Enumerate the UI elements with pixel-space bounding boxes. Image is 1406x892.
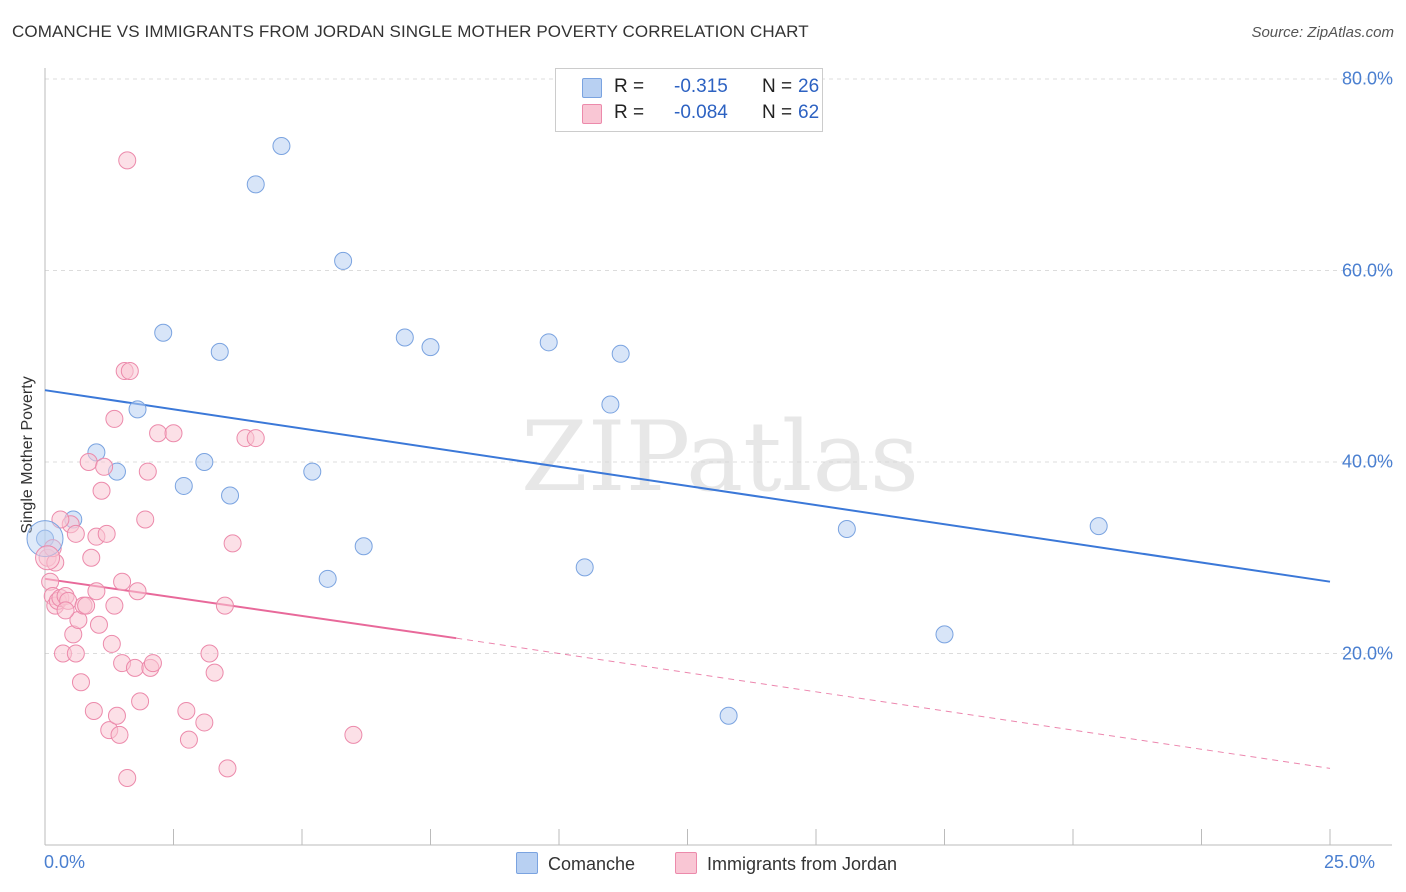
jordan-point xyxy=(118,768,137,787)
comanche-legend-label: Comanche xyxy=(548,854,636,874)
jordan-point xyxy=(179,730,198,749)
comanche-n-value: 26 xyxy=(798,76,820,97)
jordan-point xyxy=(218,759,237,778)
comanche-point xyxy=(174,476,193,495)
jordan-point xyxy=(344,725,363,744)
jordan-point xyxy=(118,151,137,170)
n-label: N = xyxy=(762,76,793,97)
jordan-point xyxy=(177,701,196,720)
trend-line-jordan xyxy=(44,577,457,640)
y-tick-label-80: 80.0% xyxy=(1341,68,1393,89)
jordan-n-value: 62 xyxy=(798,102,820,123)
jordan-point xyxy=(136,510,155,529)
comanche-point xyxy=(395,328,414,347)
comanche-point xyxy=(421,338,440,357)
comanche-point xyxy=(1089,517,1108,536)
comanche-point xyxy=(318,569,337,588)
chart-title: COMANCHE VS IMMIGRANTS FROM JORDAN SINGL… xyxy=(12,22,809,41)
comanche-point xyxy=(611,344,630,363)
jordan-point xyxy=(84,701,103,720)
jordan-point xyxy=(164,424,183,443)
y-tick-label-60: 60.0% xyxy=(1341,260,1393,280)
comanche-r-value: -0.315 xyxy=(674,76,728,97)
bottom-legend-jordan: Immigrants from Jordan xyxy=(675,852,897,875)
jordan-point xyxy=(102,634,121,653)
jordan-point xyxy=(138,462,157,481)
jordan-point xyxy=(105,596,124,615)
comanche-point xyxy=(210,342,229,361)
jordan-point xyxy=(71,673,90,692)
comanche-point xyxy=(195,453,214,471)
r-label: R = xyxy=(614,102,645,123)
y-tick-label-20: 20.0% xyxy=(1341,643,1393,663)
jordan-point xyxy=(105,409,124,428)
jordan-point xyxy=(51,510,70,529)
gridlines xyxy=(45,78,1392,654)
jordan-point xyxy=(200,644,219,663)
comanche-point xyxy=(154,323,173,342)
jordan-point xyxy=(195,713,214,732)
jordan-point-large xyxy=(35,545,61,571)
jordan-point xyxy=(128,582,147,601)
jordan-point xyxy=(120,362,139,381)
bottom-legend-comanche: Comanche xyxy=(516,852,635,875)
jordan-legend-swatch xyxy=(675,852,697,874)
jordan-point xyxy=(110,725,129,744)
comanche-swatch xyxy=(582,78,602,98)
y-tick-label-40: 40.0% xyxy=(1341,451,1393,472)
jordan-point xyxy=(143,654,162,673)
comanche-point xyxy=(935,625,954,644)
jordan-swatch xyxy=(582,104,602,124)
jordan-point xyxy=(223,534,242,553)
jordan-point xyxy=(95,457,114,476)
watermark: ZIPatlas xyxy=(521,401,919,513)
comanche-point xyxy=(303,462,322,481)
comanche-point xyxy=(601,395,620,414)
jordan-point xyxy=(92,481,111,500)
jordan-point xyxy=(79,453,98,471)
jordan-point xyxy=(149,424,168,443)
jordan-point xyxy=(82,548,101,567)
jordan-legend-label: Immigrants from Jordan xyxy=(707,854,898,874)
comanche-point xyxy=(272,137,291,156)
comanche-point xyxy=(837,520,856,539)
comanche-point xyxy=(128,400,147,419)
jordan-point xyxy=(113,572,132,591)
source-credit: Source: ZipAtlas.com xyxy=(1251,24,1394,41)
x-tick-label-min: 0.0% xyxy=(44,852,86,872)
jordan-point xyxy=(205,663,224,682)
comanche-point xyxy=(719,706,738,725)
trend-lines xyxy=(44,389,1331,769)
jordan-point xyxy=(56,601,75,620)
jordan-point xyxy=(107,706,126,725)
trend-line-comanche xyxy=(44,389,1331,583)
jordan-point xyxy=(66,524,85,543)
comanche-legend-swatch xyxy=(516,852,538,874)
x-tick-label-max: 25.0% xyxy=(1324,852,1376,872)
jordan-point xyxy=(97,524,116,543)
data-points xyxy=(26,137,1108,787)
jordan-r-value: -0.084 xyxy=(674,102,728,123)
jordan-point xyxy=(125,658,144,677)
jordan-point xyxy=(66,644,85,663)
axes xyxy=(44,68,1392,846)
jordan-point xyxy=(89,615,108,634)
comanche-point xyxy=(334,251,353,270)
comanche-point xyxy=(539,333,558,352)
comanche-point xyxy=(246,175,265,194)
jordan-point xyxy=(87,582,106,601)
jordan-point xyxy=(131,692,150,711)
jordan-point xyxy=(246,429,265,448)
n-label: N = xyxy=(762,102,793,123)
comanche-point xyxy=(575,558,594,577)
jordan-point xyxy=(215,596,234,615)
comanche-point xyxy=(354,537,373,556)
legend-box: R = -0.315 N = 26 R = -0.084 N = 62 xyxy=(555,68,823,132)
comanche-point xyxy=(221,486,240,505)
trend-line-extension-jordan xyxy=(456,637,1331,769)
r-label: R = xyxy=(614,76,645,97)
jordan-point xyxy=(77,596,96,615)
